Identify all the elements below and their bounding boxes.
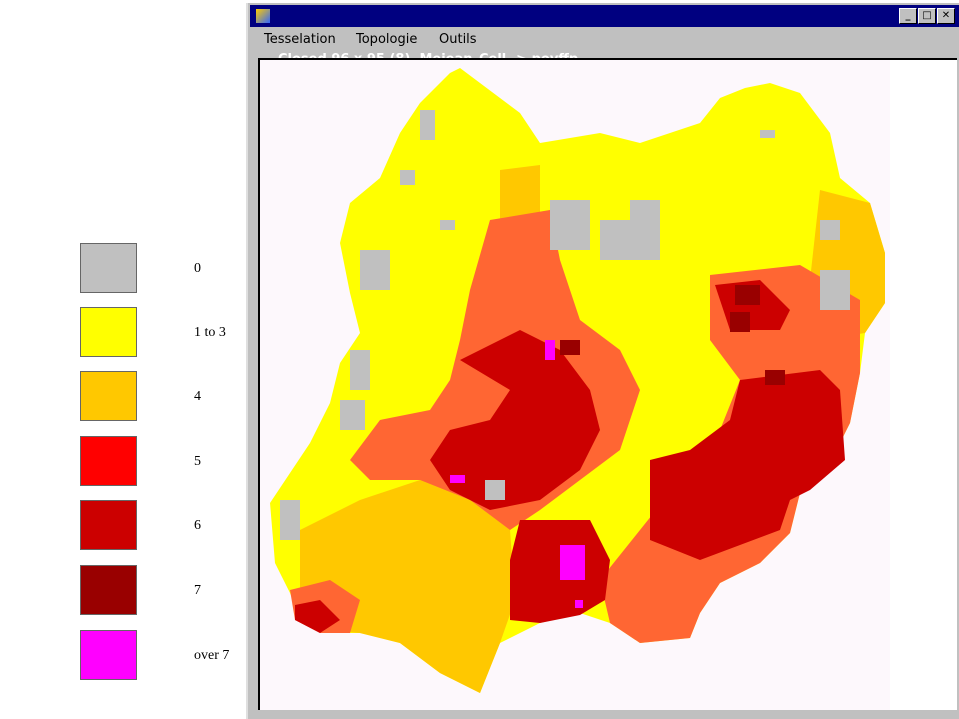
legend-label: 6: [194, 518, 201, 533]
legend-label: 7: [194, 583, 201, 598]
map: [260, 60, 890, 710]
minimize-button[interactable]: _: [899, 8, 917, 24]
menu-item[interactable]: Tesselation: [264, 32, 336, 47]
region-magenta: [545, 340, 555, 360]
legend-swatch: [80, 243, 137, 293]
menu-item[interactable]: Topologie: [356, 32, 418, 47]
menu-bar: Tesselation Topologie Outils: [250, 29, 959, 51]
legend-label: 0: [194, 261, 201, 276]
region-light-orange: [500, 165, 540, 225]
region-very-dark-red: [730, 312, 750, 332]
region-very-dark-red: [560, 340, 580, 355]
legend-swatch: [80, 436, 137, 486]
menu-item[interactable]: Outils: [439, 32, 477, 47]
region-magenta: [450, 475, 465, 483]
legend-swatch: [80, 500, 137, 550]
legend-label: 4: [194, 389, 201, 404]
grey-speckles: [280, 110, 850, 540]
legend-label: 5: [194, 454, 201, 469]
legend-swatch: [80, 371, 137, 421]
map-view: [258, 58, 957, 710]
region-light-orange: [300, 480, 515, 693]
app-icon: [256, 9, 270, 23]
region-very-dark-red: [735, 285, 760, 305]
region-magenta: [575, 600, 583, 608]
legend-label: 1 to 3: [194, 325, 226, 340]
legend-swatch: [80, 565, 137, 615]
legend-swatch: [80, 307, 137, 357]
region-magenta: [560, 545, 585, 580]
legend-swatch: [80, 630, 137, 680]
title-bar: Closed 96 x 95 (8) Mejean_Cell -> povffp…: [250, 5, 959, 67]
region-dark-red: [650, 370, 845, 560]
region-dark-red: [430, 330, 600, 510]
maximize-button[interactable]: □: [918, 8, 936, 24]
region-dark-red: [295, 600, 340, 633]
legend-label: over 7: [194, 648, 230, 663]
region-very-dark-red: [765, 370, 785, 385]
close-button[interactable]: ✕: [937, 8, 955, 24]
window: Closed 96 x 95 (8) Mejean_Cell -> povffp…: [246, 3, 959, 719]
